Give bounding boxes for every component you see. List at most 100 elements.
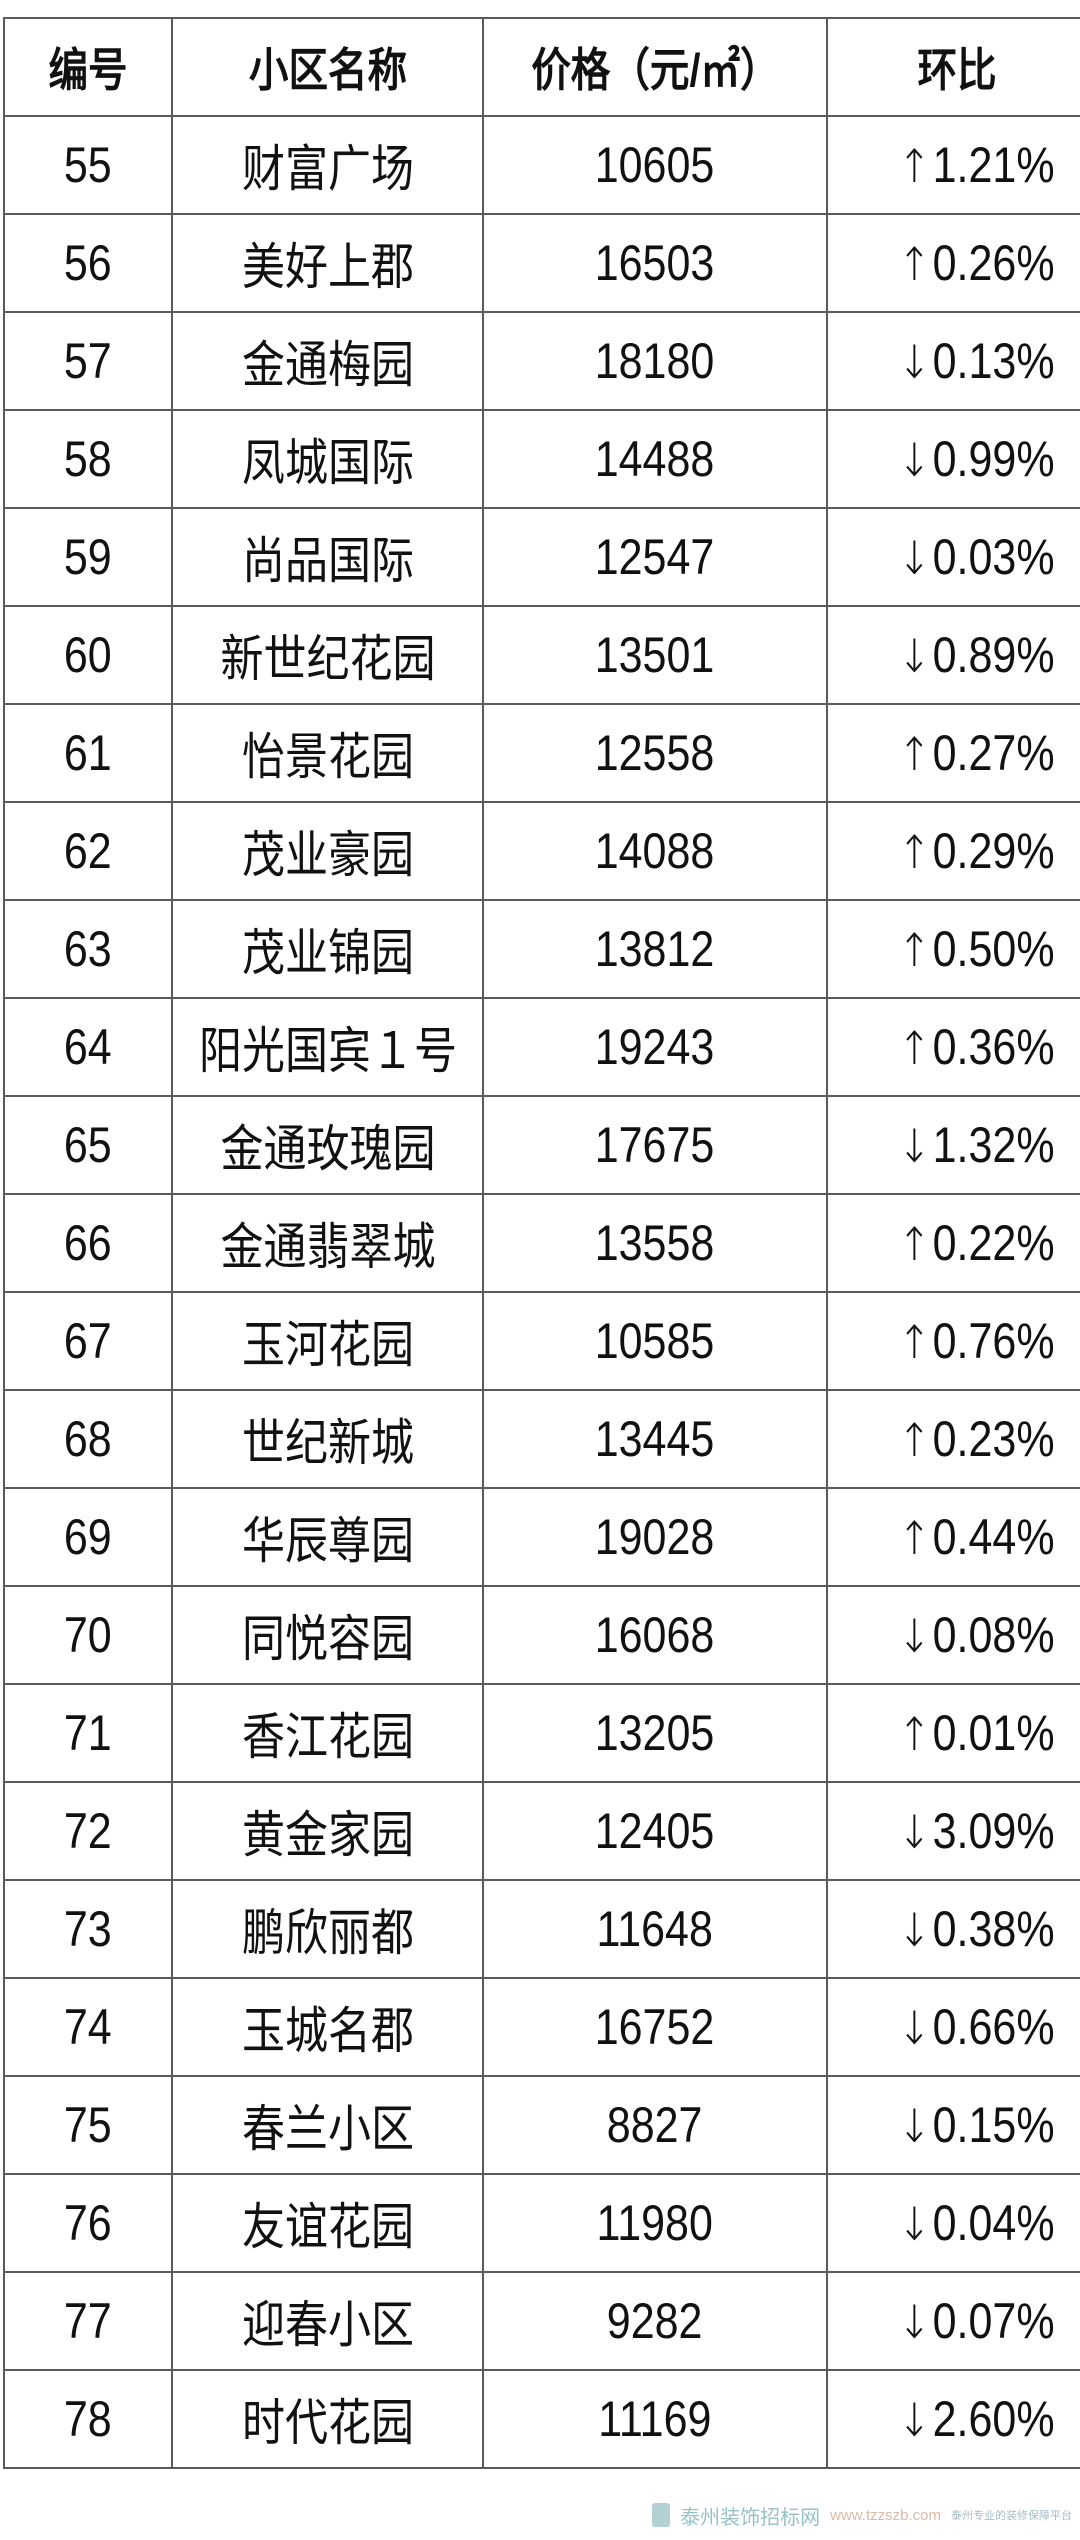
- header-id-label: 编号: [48, 44, 128, 96]
- cell-change-text: 0.07%: [932, 2293, 1055, 2349]
- cell-id: 67: [3, 1291, 173, 1391]
- cell-change-wrap: ↑0.23%: [897, 1410, 1054, 1468]
- arrow-up-icon: ↑: [897, 1413, 931, 1467]
- cell-price-text: 12547: [595, 529, 715, 585]
- cell-change: ↑0.01%: [826, 1683, 1080, 1783]
- cell-id: 59: [3, 507, 173, 607]
- header-name-label: 小区名称: [248, 44, 407, 96]
- cell-change: ↑0.36%: [826, 997, 1080, 1097]
- cell-id-text: 58: [64, 431, 112, 487]
- cell-change-text: 0.89%: [932, 627, 1055, 683]
- cell-id-text: 66: [64, 1215, 112, 1271]
- cell-name: 怡景花园: [171, 703, 484, 803]
- cell-id-text: 70: [64, 1607, 112, 1663]
- cell-name-text: 新世纪花园: [220, 631, 435, 687]
- cell-name-text: 凤城国际: [241, 435, 414, 491]
- cell-name-text: 黄金家园: [241, 1807, 414, 1863]
- table-row: 68 世纪新城 13445 ↑0.23%: [3, 1389, 1080, 1489]
- cell-change-text: 0.15%: [932, 2097, 1055, 2153]
- cell-price: 18180: [482, 311, 828, 411]
- cell-change: ↑0.26%: [826, 213, 1080, 313]
- cell-change-wrap: ↑0.29%: [897, 822, 1054, 880]
- table-row: 66 金通翡翠城 13558 ↑0.22%: [3, 1193, 1080, 1293]
- table-row: 63 茂业锦园 13812 ↑0.50%: [3, 899, 1080, 999]
- cell-id: 75: [3, 2075, 173, 2175]
- header-id: 编号: [3, 17, 173, 117]
- cell-name: 财富广场: [171, 115, 484, 215]
- arrow-up-icon: ↑: [897, 1315, 931, 1369]
- cell-id: 57: [3, 311, 173, 411]
- cell-change-wrap: ↓0.08%: [897, 1606, 1054, 1664]
- cell-change: ↑0.76%: [826, 1291, 1080, 1391]
- cell-id-text: 71: [64, 1705, 112, 1761]
- cell-name-text: 华辰尊园: [241, 1513, 414, 1569]
- cell-change-wrap: ↑0.01%: [897, 1704, 1054, 1762]
- cell-id-text: 63: [64, 921, 112, 977]
- cell-id: 78: [3, 2369, 173, 2469]
- cell-change-wrap: ↓0.04%: [897, 2194, 1054, 2252]
- cell-price: 16752: [482, 1977, 828, 2077]
- cell-name-text: 阳光国宾１号: [198, 1023, 457, 1079]
- arrow-down-icon: ↓: [897, 1609, 931, 1663]
- cell-id: 55: [3, 115, 173, 215]
- cell-id: 64: [3, 997, 173, 1097]
- cell-name-text: 茂业豪园: [241, 827, 414, 883]
- cell-change-wrap: ↑0.27%: [897, 724, 1054, 782]
- cell-name-text: 金通梅园: [241, 337, 414, 393]
- cell-change-text: 0.26%: [932, 235, 1055, 291]
- cell-price-text: 9282: [607, 2293, 703, 2349]
- cell-price-text: 13812: [595, 921, 715, 977]
- cell-price-text: 13445: [595, 1411, 715, 1467]
- cell-id-text: 67: [64, 1313, 112, 1369]
- arrow-down-icon: ↓: [897, 2295, 931, 2349]
- cell-price: 11648: [482, 1879, 828, 1979]
- cell-change-wrap: ↑0.44%: [897, 1508, 1054, 1566]
- cell-id-text: 73: [64, 1901, 112, 1957]
- cell-name: 香江花园: [171, 1683, 484, 1783]
- cell-change: ↓0.13%: [826, 311, 1080, 411]
- cell-name: 迎春小区: [171, 2271, 484, 2371]
- arrow-up-icon: ↑: [897, 923, 931, 977]
- cell-id-text: 60: [64, 627, 112, 683]
- cell-change-wrap: ↓0.03%: [897, 528, 1054, 586]
- cell-change-wrap: ↑0.22%: [897, 1214, 1054, 1272]
- cell-price-text: 10605: [595, 137, 715, 193]
- cell-price: 10605: [482, 115, 828, 215]
- table-row: 76 友谊花园 11980 ↓0.04%: [3, 2173, 1080, 2273]
- cell-change-text: 0.44%: [932, 1509, 1055, 1565]
- cell-name: 友谊花园: [171, 2173, 484, 2273]
- cell-price: 16068: [482, 1585, 828, 1685]
- arrow-up-icon: ↑: [897, 727, 931, 781]
- cell-price-text: 11980: [596, 2195, 714, 2251]
- cell-name: 茂业豪园: [171, 801, 484, 901]
- cell-name-text: 鹏欣丽都: [241, 1905, 414, 1961]
- cell-id-text: 69: [64, 1509, 112, 1565]
- cell-change-text: 0.13%: [932, 333, 1055, 389]
- cell-price-text: 16503: [595, 235, 715, 291]
- arrow-down-icon: ↓: [897, 2197, 931, 2251]
- table-row: 59 尚品国际 12547 ↓0.03%: [3, 507, 1080, 607]
- arrow-up-icon: ↑: [897, 1511, 931, 1565]
- price-table: 编号 小区名称 价格（元/㎡） 环比 55 财富广场 10605 ↑1.21% 56 美好…: [3, 17, 1080, 2469]
- cell-change-text: 0.76%: [932, 1313, 1055, 1369]
- cell-change-text: 0.38%: [932, 1901, 1055, 1957]
- arrow-up-icon: ↑: [897, 139, 931, 193]
- table-row: 62 茂业豪园 14088 ↑0.29%: [3, 801, 1080, 901]
- cell-price: 19243: [482, 997, 828, 1097]
- table-row: 77 迎春小区 9282 ↓0.07%: [3, 2271, 1080, 2371]
- cell-name: 世纪新城: [171, 1389, 484, 1489]
- table-row: 56 美好上郡 16503 ↑0.26%: [3, 213, 1080, 313]
- cell-change-wrap: ↑0.76%: [897, 1312, 1054, 1370]
- cell-change: ↑1.21%: [826, 115, 1080, 215]
- cell-name: 同悦容园: [171, 1585, 484, 1685]
- cell-change: ↓0.99%: [826, 409, 1080, 509]
- cell-change-wrap: ↑1.21%: [897, 136, 1054, 194]
- watermark-url: www.tzzszb.com: [830, 2506, 941, 2524]
- cell-name-text: 香江花园: [241, 1709, 414, 1765]
- cell-price: 11169: [482, 2369, 828, 2469]
- cell-name: 金通梅园: [171, 311, 484, 411]
- table-row: 58 凤城国际 14488 ↓0.99%: [3, 409, 1080, 509]
- cell-id-text: 76: [64, 2195, 112, 2251]
- cell-id: 56: [3, 213, 173, 313]
- arrow-up-icon: ↑: [897, 1217, 931, 1271]
